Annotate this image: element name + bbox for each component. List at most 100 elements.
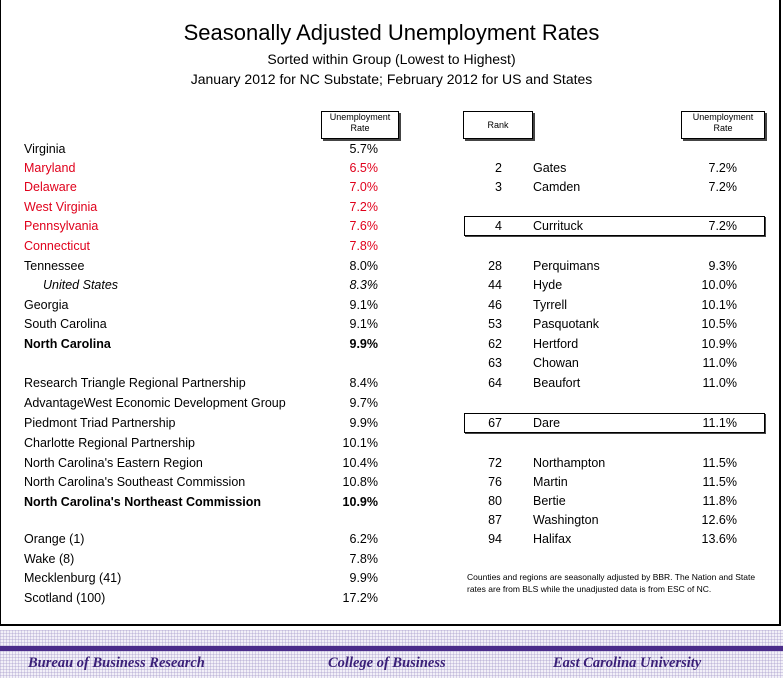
county-rate: 11.5% <box>702 456 737 470</box>
left-row-name: Charlotte Regional Partnership <box>24 436 195 450</box>
left-row-name: North Carolina's Southeast Commission <box>24 475 246 489</box>
county-rate: 12.6% <box>701 513 737 527</box>
county-rank: 62 <box>488 337 502 351</box>
left-row-name: West Virginia <box>24 200 98 214</box>
county-rank: 94 <box>488 532 502 546</box>
left-row-rate: 9.9% <box>349 337 379 351</box>
county-rate: 9.3% <box>708 259 738 273</box>
page-frame <box>0 0 781 626</box>
left-row-name: North Carolina's Northeast Commission <box>24 495 262 509</box>
footer-university: East Carolina University <box>553 655 702 671</box>
left-row-name: Delaware <box>24 180 77 194</box>
county-name: Gates <box>533 161 567 175</box>
left-row-rate: 9.9% <box>349 416 379 430</box>
county-rank: 76 <box>488 475 502 489</box>
footer-bar <box>0 646 783 651</box>
county-rank: 63 <box>488 356 502 370</box>
county-rank: 67 <box>488 416 502 430</box>
left-row-rate: 9.1% <box>349 298 379 312</box>
county-name: Halifax <box>533 532 572 546</box>
left-row-rate: 8.0% <box>349 259 379 273</box>
left-row-rate: 7.8% <box>349 239 379 253</box>
left-row-name: Georgia <box>24 298 69 312</box>
county-name: Pasquotank <box>533 317 600 331</box>
left-row-rate: 17.2% <box>342 591 378 605</box>
left-row-name: North Carolina <box>24 337 111 351</box>
highlight-box-dare <box>464 413 765 433</box>
left-row-name: Mecklenburg (41) <box>24 571 122 585</box>
footer: Bureau of Business Research College of B… <box>0 630 783 678</box>
methodology-note: Counties and regions are seasonally adju… <box>467 572 756 594</box>
county-rank: 46 <box>488 298 502 312</box>
county-name: Hyde <box>533 278 563 292</box>
right-rate-header: Unemployment Rate <box>681 111 765 139</box>
page-title: Seasonally Adjusted Unemployment Rates <box>183 20 600 45</box>
left-row-rate: 9.9% <box>349 571 379 585</box>
left-row-rate: 8.3% <box>349 278 379 292</box>
left-row-name: Pennsylvania <box>24 219 99 233</box>
rank-header-label: Rank <box>487 120 509 130</box>
county-name: Washington <box>533 513 599 527</box>
county-name: Tyrrell <box>533 298 568 312</box>
left-row-name: United States <box>43 278 119 292</box>
left-row-name: Maryland <box>24 161 76 175</box>
county-name: Chowan <box>533 356 579 370</box>
left-row-name: Piedmont Triad Partnership <box>24 416 176 430</box>
county-rate: 10.5% <box>701 317 737 331</box>
county-rank: 44 <box>488 278 502 292</box>
left-row-name: Connecticut <box>24 239 91 253</box>
left-row-name: Scotland (100) <box>24 591 106 605</box>
county-rank: 4 <box>495 219 502 233</box>
county-rate: 11.0% <box>702 356 737 370</box>
left-rate-header-line2: Rate <box>350 123 370 133</box>
left-row-rate: 9.7% <box>349 396 379 410</box>
county-name: Perquimans <box>533 259 600 273</box>
left-row-rate: 7.8% <box>349 552 379 566</box>
county-rate: 11.0% <box>702 376 737 390</box>
page-subtitle: Sorted within Group (Lowest to Highest) <box>267 51 516 67</box>
county-rank: 87 <box>488 513 502 527</box>
left-row-name: Orange (1) <box>24 532 85 546</box>
left-row-rate: 7.2% <box>349 200 379 214</box>
left-row-name: AdvantageWest Economic Development Group <box>24 396 286 410</box>
county-rate: 10.1% <box>701 298 737 312</box>
county-rate: 13.6% <box>701 532 737 546</box>
left-row-rate: 7.0% <box>349 180 379 194</box>
county-rank: 64 <box>488 376 502 390</box>
left-row-rate: 9.1% <box>349 317 379 331</box>
county-name: Camden <box>533 180 581 194</box>
county-rate: 7.2% <box>708 219 738 233</box>
county-name: Dare <box>533 416 561 430</box>
right-rate-header-line2: Rate <box>713 123 733 133</box>
left-row-rate: 8.4% <box>349 376 379 390</box>
county-name: Martin <box>533 475 568 489</box>
county-rate: 10.0% <box>701 278 737 292</box>
left-row-name: Research Triangle Regional Partnership <box>24 376 246 390</box>
county-name: Beaufort <box>533 376 581 390</box>
county-rank: 80 <box>488 494 502 508</box>
left-rate-header-line1: Unemployment <box>329 112 391 122</box>
period-note: January 2012 for NC Substate; February 2… <box>190 71 593 87</box>
left-row-name: Tennessee <box>24 259 85 273</box>
county-rank: 2 <box>495 161 502 175</box>
left-row-rate: 10.9% <box>342 495 378 509</box>
footer-bureau: Bureau of Business Research <box>28 655 205 671</box>
left-row-name: Virginia <box>24 142 66 156</box>
county-name: Bertie <box>533 494 566 508</box>
county-name: Northampton <box>533 456 606 470</box>
county-name: Currituck <box>533 219 584 233</box>
county-rate: 11.1% <box>702 416 737 430</box>
left-row-rate: 6.2% <box>349 532 379 546</box>
left-row-rate: 5.7% <box>349 142 379 156</box>
county-name: Hertford <box>533 337 579 351</box>
right-rate-header-line1: Unemployment <box>692 112 754 122</box>
left-row-rate: 10.4% <box>342 456 378 470</box>
left-row-rate: 10.8% <box>342 475 378 489</box>
left-row-rate: 10.1% <box>342 436 378 450</box>
county-rate: 10.9% <box>701 337 737 351</box>
left-row-rate: 6.5% <box>349 161 379 175</box>
footer-college: College of Business <box>328 655 446 671</box>
left-rate-header: Unemployment Rate <box>321 111 399 139</box>
county-rank: 28 <box>488 259 502 273</box>
county-rate: 11.8% <box>702 494 737 508</box>
